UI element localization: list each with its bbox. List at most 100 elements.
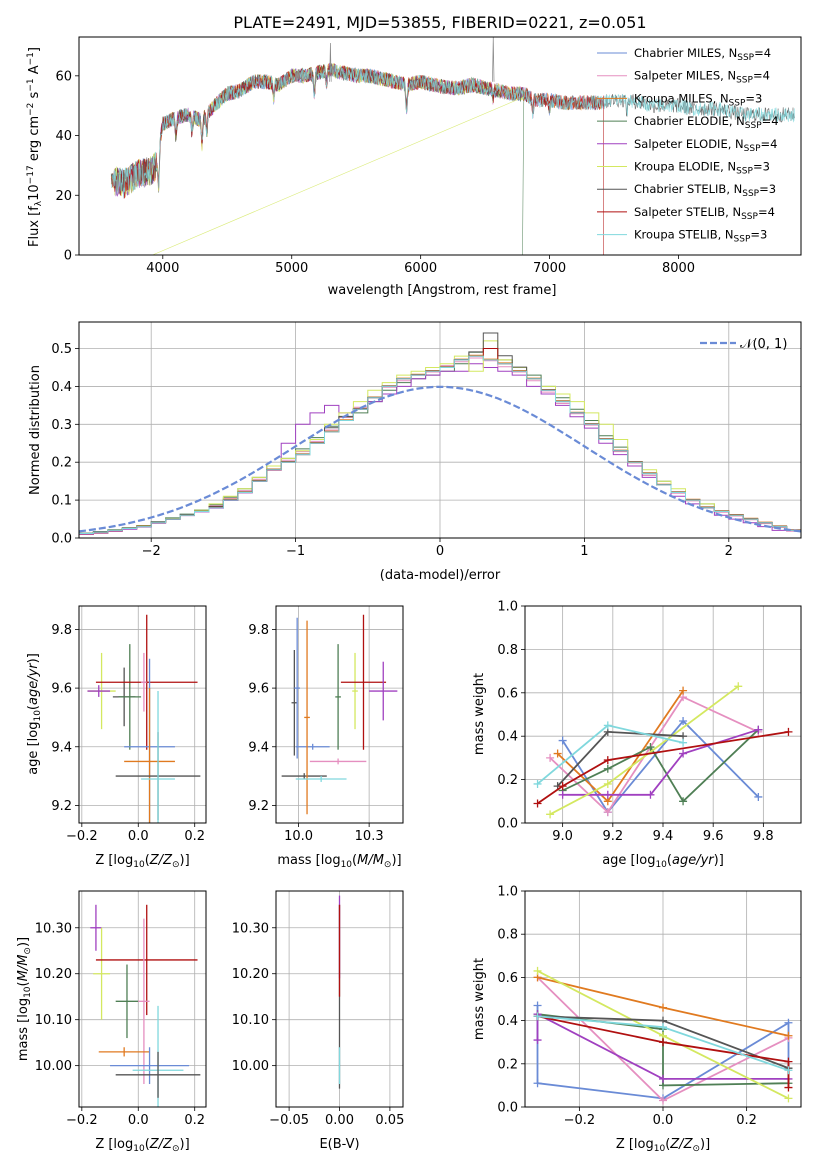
- x-tick-label: 0: [436, 544, 444, 559]
- legend-label: Salpeter ELODIE, NSSP=4: [634, 137, 777, 154]
- axes-frame: [78, 890, 207, 1108]
- x-tick-label: −2: [142, 544, 161, 559]
- y-tick-label: 1.0: [497, 600, 518, 615]
- y-tick-label: 0.2: [497, 773, 518, 788]
- weight-marker: [659, 1038, 667, 1047]
- plot-area: [533, 966, 793, 1105]
- weight-marker: [679, 797, 688, 806]
- weight-marker: [659, 1074, 667, 1083]
- y-tick-label: 0.0: [51, 532, 72, 547]
- legend-label: Kroupa MILES, NSSP=3: [634, 91, 762, 108]
- y-tick-label: 0.4: [497, 1014, 518, 1029]
- axes-frame: [275, 605, 404, 824]
- y-tick-label: 0.4: [497, 730, 518, 745]
- weight-marker: [603, 808, 612, 817]
- histogram-step: [79, 355, 801, 538]
- weight-marker: [533, 1012, 542, 1021]
- weight-marker: [553, 749, 562, 758]
- panel-weight_vs_Z: −0.2 0.0 0.2 0.0 0.2 0.4 0.6 0.8 1.0 Z [log10(Z/Z…: [472, 885, 802, 1154]
- x-tick-label: 7000: [533, 261, 566, 276]
- y-tick-label: 9.6: [248, 682, 269, 697]
- weight-line: [561, 719, 759, 814]
- plot-area: [281, 614, 398, 815]
- y-tick-label: 10.00: [232, 1059, 269, 1074]
- y-tick-label: 10.30: [232, 921, 269, 936]
- y-tick-label: 9.2: [248, 799, 269, 814]
- y-tick-label: 9.4: [51, 740, 72, 755]
- legend-label: Chabrier STELIB, NSSP=3: [634, 182, 776, 199]
- weight-marker: [784, 1094, 793, 1103]
- weight-marker: [546, 753, 555, 762]
- weight-marker: [679, 717, 688, 726]
- weight-marker: [646, 743, 655, 752]
- x-tick-label: 1: [580, 544, 588, 559]
- y-tick-label: 10.30: [35, 921, 72, 936]
- x-tick-label: 9.0: [552, 829, 573, 844]
- y-tick-label: 10.20: [35, 967, 72, 982]
- y-tick-label: 0.8: [497, 643, 518, 658]
- x-tick-label: 6000: [404, 261, 437, 276]
- x-axis-label: Z [log10(Z/Z⊙)]: [95, 853, 189, 870]
- x-tick-label: 10.3: [355, 829, 384, 844]
- axes-frame: [78, 605, 207, 824]
- y-tick-label: 0.0: [497, 817, 518, 832]
- weight-marker: [784, 1066, 793, 1075]
- legend-label: Chabrier MILES, NSSP=4: [634, 46, 771, 63]
- y-tick-label: 0.1: [51, 494, 72, 509]
- x-axis-label: E(B-V): [319, 1137, 359, 1152]
- plot-area: [90, 904, 201, 1107]
- x-tick-label: 0.2: [184, 829, 205, 844]
- panel-mass_vs_EBV: −0.05 0.00 0.05 10.00 10.10 10.20 10.30 E(B-V): [232, 890, 404, 1152]
- panel-mass_vs_Z: −0.2 0.0 0.2 10.00 10.10 10.20 10.30 Z [log10(Z…: [16, 890, 207, 1154]
- y-tick-label: 10.10: [232, 1013, 269, 1028]
- weight-marker: [754, 792, 763, 801]
- plot-area: [87, 614, 201, 823]
- y-axis-label: mass [log10(M/M⊙)]: [16, 937, 33, 1061]
- weight-marker: [679, 686, 688, 695]
- weight-marker: [603, 790, 612, 799]
- x-tick-label: −0.05: [269, 1113, 309, 1128]
- legend-label: Kroupa STELIB, NSSP=3: [634, 228, 767, 245]
- legend-label: Salpeter STELIB, NSSP=4: [634, 205, 775, 222]
- x-tick-label: 5000: [275, 261, 308, 276]
- weight-marker: [679, 749, 688, 758]
- x-tick-label: 9.6: [703, 829, 724, 844]
- y-tick-label: 20: [55, 189, 72, 204]
- x-tick-label: 9.2: [602, 829, 623, 844]
- x-axis-label: Z [log10(Z/Z⊙)]: [95, 1137, 189, 1154]
- y-tick-label: 10.00: [35, 1059, 72, 1074]
- y-tick-label: 40: [55, 129, 72, 144]
- weight-marker: [784, 1031, 793, 1040]
- y-tick-label: 9.6: [51, 682, 72, 697]
- y-tick-label: 0: [64, 249, 72, 264]
- y-tick-label: 0.8: [497, 928, 518, 943]
- legend: Chabrier MILES, NSSP=4 Salpeter MILES, NS…: [597, 46, 779, 245]
- panel-age_vs_Z: −0.2 0.0 0.2 9.2 9.4 9.6 9.8 Z [log10(Z/Z⊙)] age…: [26, 605, 207, 870]
- x-tick-label: 0.00: [325, 1113, 354, 1128]
- x-axis-label: Z [log10(Z/Z⊙)]: [616, 1137, 710, 1154]
- y-tick-label: 0.5: [51, 342, 72, 357]
- weight-marker: [784, 727, 793, 736]
- x-axis-label: (data-model)/error: [380, 568, 501, 583]
- x-tick-label: −0.2: [66, 829, 98, 844]
- weight-marker: [679, 738, 688, 747]
- weight-marker: [546, 810, 555, 819]
- y-tick-label: 0.2: [497, 1057, 518, 1072]
- y-axis-label: Flux [fλ10−17 erg cm−2 s−1 A−1]: [26, 47, 44, 247]
- axes-frame: [524, 890, 802, 1108]
- emission-spike: [492, 37, 495, 82]
- weight-marker: [558, 736, 567, 745]
- spectrum-line: [110, 64, 604, 196]
- figure-title: PLATE=2491, MJD=53855, FIBERID=0221, z=0…: [233, 13, 646, 32]
- weight-marker: [659, 1096, 667, 1105]
- weight-marker: [734, 682, 743, 691]
- x-tick-label: 2: [725, 544, 733, 559]
- normal-pdf-curve: [79, 385, 801, 533]
- x-tick-label: 0.0: [128, 1113, 149, 1128]
- weight-marker: [603, 779, 612, 788]
- weight-marker: [558, 782, 567, 791]
- x-tick-label: 10.0: [284, 829, 313, 844]
- x-axis-label: mass [log10(M/M⊙)]: [277, 853, 401, 870]
- weight-marker: [603, 756, 612, 765]
